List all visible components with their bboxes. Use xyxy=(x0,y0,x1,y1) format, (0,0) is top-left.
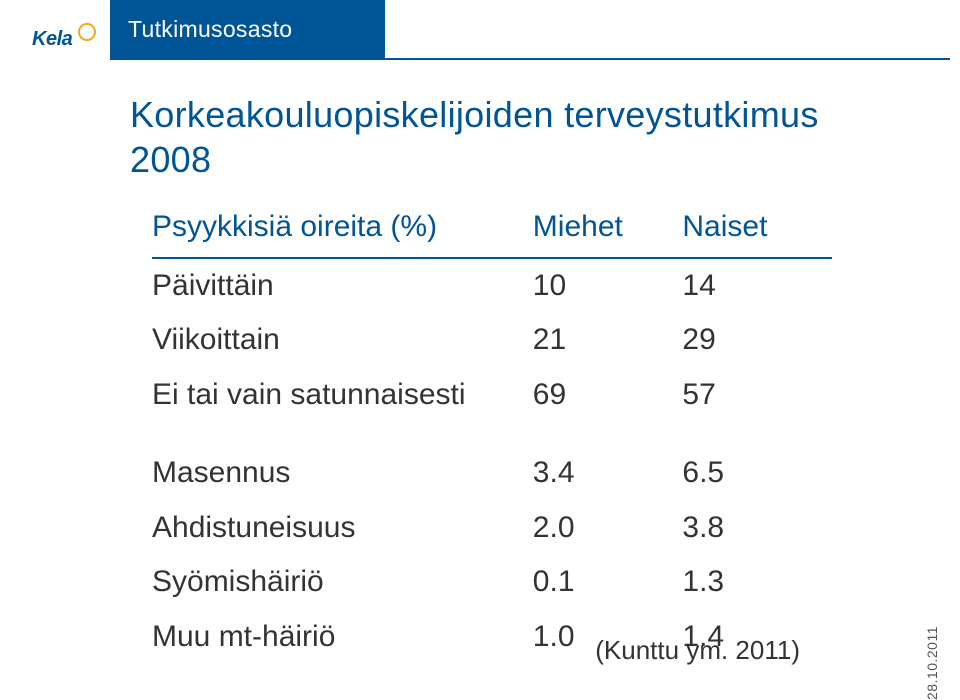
row-naiset: 3.8 xyxy=(682,501,832,556)
page-title: Korkeakouluopiskelijoiden terveystutkimu… xyxy=(130,92,880,182)
row-label: Syömishäiriö xyxy=(152,555,533,610)
side-date: 28.10.2011 xyxy=(924,626,940,700)
row-label: Ei tai vain satunnaisesti xyxy=(152,368,533,423)
header-rule xyxy=(110,58,950,60)
row-label: Päivittäin xyxy=(152,258,533,314)
row-naiset: 29 xyxy=(682,313,832,368)
citation: (Kunttu ym. 2011) xyxy=(595,635,800,666)
row-miehet: 3.4 xyxy=(533,446,683,501)
row-miehet: 69 xyxy=(533,368,683,423)
content-area: Psyykkisiä oireita (%) Miehet Naiset Päi… xyxy=(152,200,832,664)
row-miehet: 2.0 xyxy=(533,501,683,556)
row-naiset: 6.5 xyxy=(682,446,832,501)
table-row: Ei tai vain satunnaisesti 69 57 xyxy=(152,368,832,423)
table-row: Viikoittain 21 29 xyxy=(152,313,832,368)
table-head-miehet: Miehet xyxy=(533,200,683,258)
table-row: Ahdistuneisuus 2.0 3.8 xyxy=(152,501,832,556)
data-table: Psyykkisiä oireita (%) Miehet Naiset Päi… xyxy=(152,200,832,664)
table-head-label: Psyykkisiä oireita (%) xyxy=(152,200,533,258)
row-miehet: 21 xyxy=(533,313,683,368)
slide: Kela Tutkimusosasto Korkeakouluopiskelij… xyxy=(0,0,960,696)
department-box: Tutkimusosasto xyxy=(110,0,385,58)
row-label: Muu mt-häiriö xyxy=(152,610,533,665)
table-gap xyxy=(152,422,832,446)
row-miehet: 0.1 xyxy=(533,555,683,610)
table-row: Masennus 3.4 6.5 xyxy=(152,446,832,501)
row-naiset: 57 xyxy=(682,368,832,423)
department-label: Tutkimusosasto xyxy=(128,16,292,43)
kela-logo: Kela xyxy=(30,26,100,54)
table-row: Päivittäin 10 14 xyxy=(152,258,832,314)
header-bar: Kela Tutkimusosasto xyxy=(0,0,960,58)
row-label: Ahdistuneisuus xyxy=(152,501,533,556)
logo-text: Kela xyxy=(32,28,72,51)
row-naiset: 14 xyxy=(682,258,832,314)
logo-ring-icon xyxy=(78,23,96,41)
row-label: Viikoittain xyxy=(152,313,533,368)
table-row: Syömishäiriö 0.1 1.3 xyxy=(152,555,832,610)
table-head-naiset: Naiset xyxy=(682,200,832,258)
table-header-row: Psyykkisiä oireita (%) Miehet Naiset xyxy=(152,200,832,258)
row-miehet: 10 xyxy=(533,258,683,314)
row-naiset: 1.3 xyxy=(682,555,832,610)
row-label: Masennus xyxy=(152,446,533,501)
